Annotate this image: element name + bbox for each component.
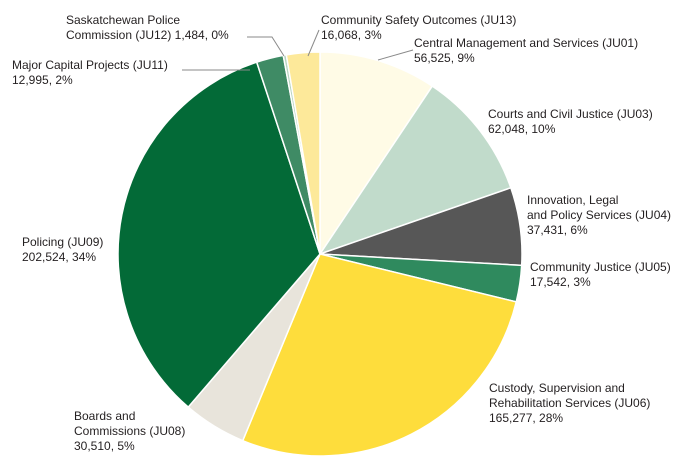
slice-label-line: Community Justice (JU05) (530, 260, 671, 274)
slice-label-line: Policing (JU09) (22, 235, 103, 249)
pie-slice-ju06 (241, 253, 518, 457)
pie-slice-ju09 (117, 61, 321, 409)
slice-label-line: Commission (JU12) 1,484, 0% (66, 28, 229, 42)
slice-label-line: Saskatchewan Police (66, 13, 180, 27)
slice-label-line: Community Safety Outcomes (JU13) (321, 13, 516, 27)
slice-label-line: 165,277, 28% (489, 411, 563, 425)
leader-line-ju13 (307, 29, 320, 57)
slice-label-ju09: Policing (JU09) 202,524, 34% (22, 235, 103, 264)
slice-label-line: Innovation, Legal (527, 193, 618, 207)
slice-label-line: 56,525, 9% (414, 51, 475, 65)
slice-label-line: Rehabilitation Services (JU06) (489, 396, 650, 410)
slice-label-ju05: Community Justice (JU05) 17,542, 3% (530, 260, 671, 289)
slice-label-ju01: Central Management and Services (JU01) 56… (414, 36, 638, 65)
slice-label-line: 17,542, 3% (530, 275, 591, 289)
slice-label-line: Commissions (JU08) (74, 424, 185, 438)
pie-slice-ju13 (285, 51, 321, 255)
slice-label-line: 37,431, 6% (527, 223, 588, 237)
slice-label-ju12: Saskatchewan Police Commission (JU12) 1,4… (66, 13, 229, 42)
pie-slice-ju03 (318, 85, 512, 256)
leader-line-ju12 (247, 36, 285, 57)
slice-label-line: 62,048, 10% (488, 122, 556, 136)
slice-label-ju11: Major Capital Projects (JU11) 12,995, 2% (12, 58, 168, 87)
leader-line-ju01 (377, 49, 414, 61)
slice-label-ju06: Custody, Supervision and Rehabilitation S… (489, 381, 650, 425)
slice-label-line: 16,068, 3% (321, 28, 382, 42)
slice-label-ju03: Courts and Civil Justice (JU03) 62,048, 1… (488, 107, 653, 136)
slice-labels: Central Management and Services (JU01) 56… (12, 13, 671, 453)
slice-label-line: 30,510, 5% (74, 439, 135, 453)
slice-label-line: Custody, Supervision and (489, 381, 625, 395)
pie-slice-ju01 (319, 51, 434, 257)
slice-label-line: and Policy Services (JU04) (527, 208, 671, 222)
slice-label-line: Central Management and Services (JU01) (414, 36, 638, 50)
pie-slices (117, 51, 523, 457)
slice-label-ju08: Boards and Commissions (JU08) 30,510, 5% (74, 409, 185, 453)
slice-label-line: Courts and Civil Justice (JU03) (488, 107, 653, 121)
slice-label-line: Major Capital Projects (JU11) (12, 58, 168, 72)
slice-label-line: Boards and (74, 409, 135, 423)
slice-label-line: 12,995, 2% (12, 73, 73, 87)
slice-label-ju04: Innovation, Legal and Policy Services (JU… (527, 193, 671, 237)
slice-label-ju13: Community Safety Outcomes (JU13) 16,068, … (321, 13, 516, 42)
slice-label-line: 202,524, 34% (22, 250, 96, 264)
leader-lines (182, 29, 414, 71)
